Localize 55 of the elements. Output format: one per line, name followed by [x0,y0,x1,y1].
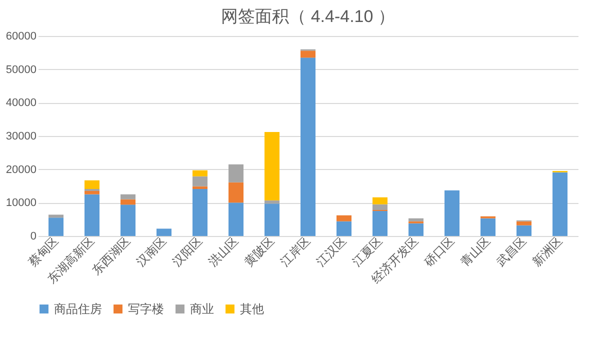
y-tick-label: 50000 [6,64,36,76]
x-tick-label: 青山区 [458,234,493,269]
bar [336,221,352,236]
legend-label: 写字楼 [128,302,164,316]
bar [516,221,532,226]
bar [192,170,208,176]
y-tick-label: 30000 [6,130,36,142]
bar [228,202,244,236]
bar [228,182,244,203]
bar [372,211,388,236]
legend-label: 其他 [240,302,264,316]
x-tick-label: 硚口区 [420,234,457,270]
bar [156,228,172,236]
y-tick-label: 40000 [6,97,36,110]
bar [264,200,280,204]
x-tick-label: 汉南区 [134,234,169,269]
bar [264,132,280,200]
bar [120,194,136,200]
chart-title: 网签面积（ 4.4-4.10 ） [221,7,395,26]
bar [84,191,100,194]
bar [516,225,532,236]
bar [48,218,64,236]
bar [192,176,208,186]
x-tick-label: 新洲区 [530,234,565,269]
bar [444,190,460,236]
bar [84,180,100,189]
legend-label: 商业 [190,302,214,316]
legend-label: 商品住房 [54,302,102,316]
bar [552,172,568,236]
bar [84,194,100,236]
y-tick-label: 20000 [6,164,36,176]
bar [372,197,388,204]
bar [372,204,388,210]
x-tick-label: 黄陂区 [242,234,277,269]
bar [408,223,424,236]
bar [120,199,136,205]
bar [408,218,424,222]
x-tick-label: 江岸区 [278,234,313,269]
bar [192,189,208,236]
bar [300,50,316,58]
bar [192,186,208,189]
bar [264,204,280,236]
bar [300,58,316,236]
y-tick-label: 0 [30,230,36,242]
x-tick-label: 洪山区 [206,234,241,269]
bar [336,215,352,222]
y-tick-label: 10000 [6,197,36,210]
bar [228,164,244,182]
bar [480,218,496,236]
x-tick-label: 汉阳区 [170,234,205,269]
bar [48,214,64,218]
y-tick-label: 60000 [6,30,36,42]
bar [120,204,136,236]
x-tick-label: 江汉区 [314,234,349,269]
x-tick-label: 武昌区 [494,234,529,269]
